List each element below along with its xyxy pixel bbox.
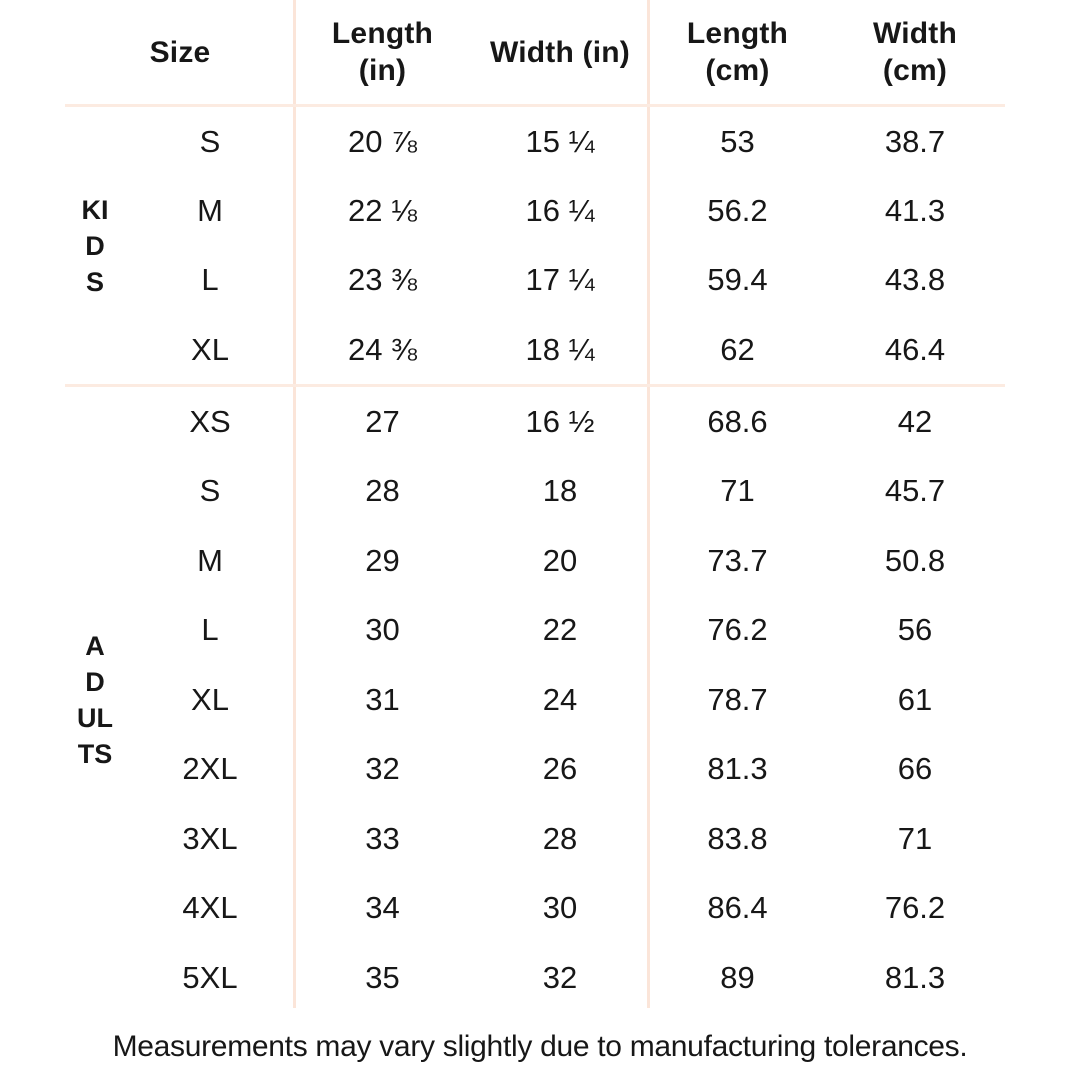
measurement-value: 41.3 (884, 192, 946, 228)
measurement-value: 15 ¼ (525, 123, 595, 159)
measurement-value: 28 (365, 473, 400, 509)
measurement-value: 81.3 (707, 751, 768, 787)
measurement-value: 30 (542, 890, 578, 926)
measurement-value: 66 (897, 751, 933, 787)
measurement-value: 62 (720, 331, 755, 367)
measurement-value: 20 (542, 542, 578, 578)
group-label-text: ADULTS (77, 630, 113, 769)
measurement-value: 43.8 (884, 262, 946, 298)
measurement-value: 26 (542, 751, 578, 787)
size-table: Size Length (in) Width (in) Length (cm) … (65, 0, 1005, 1013)
size-label: 3XL (182, 820, 238, 856)
size-label: L (201, 612, 219, 648)
measurement-value: 76.2 (707, 612, 768, 648)
measurement-value: 29 (365, 542, 400, 578)
vertical-divider-left (293, 0, 296, 1008)
measurement-value: 23 ⅜ (348, 262, 417, 298)
measurement-value: 42 (897, 403, 933, 439)
measurement-value: 24 (542, 681, 578, 717)
column-header-size: Size (149, 35, 211, 69)
size-label: XS (189, 403, 231, 439)
column-header-width-cm: Width (cm) (872, 17, 958, 87)
measurement-value: 83.8 (707, 820, 768, 856)
size-label: S (199, 473, 221, 509)
measurement-value: 53 (720, 123, 755, 159)
group-label-adults: ADULTS (65, 387, 125, 1013)
measurement-value: 20 ⅞ (348, 123, 417, 159)
column-header-width-in: Width (in) (489, 35, 630, 69)
measurement-value: 73.7 (707, 542, 768, 578)
measurement-value: 46.4 (884, 331, 946, 367)
measurement-value: 45.7 (884, 473, 946, 509)
vertical-divider-right (647, 0, 650, 1008)
measurement-value: 78.7 (707, 681, 768, 717)
table-header-row: Size Length (in) Width (in) Length (cm) … (65, 0, 1005, 107)
measurement-value: 32 (365, 751, 400, 787)
measurement-value: 33 (365, 820, 400, 856)
measurement-value: 56.2 (707, 192, 768, 228)
measurement-value: 22 ⅛ (348, 192, 417, 228)
measurement-value: 18 (542, 473, 578, 509)
size-label: XL (191, 331, 229, 367)
measurement-value: 18 ¼ (525, 331, 595, 367)
measurement-value: 16 ¼ (525, 192, 595, 228)
measurement-value: 22 (542, 612, 578, 648)
measurement-value: 38.7 (884, 123, 946, 159)
measurement-value: 86.4 (707, 890, 768, 926)
measurement-value: 76.2 (884, 890, 946, 926)
measurement-value: 50.8 (884, 542, 946, 578)
size-label: XL (191, 681, 229, 717)
measurement-value: 81.3 (884, 959, 946, 995)
measurement-value: 16 ½ (525, 403, 595, 439)
measurement-value: 24 ⅜ (348, 331, 417, 367)
group-label-text: KIDS (81, 194, 109, 297)
kids-section: KIDS S 20 ⅞ 15 ¼ 53 38.7 M 22 ⅛ 16 ¼ 56.2 41.3 L 23… (65, 107, 1005, 388)
measurement-value: 30 (365, 612, 400, 648)
measurement-value: 31 (365, 681, 400, 717)
column-header-length-in: Length (in) (331, 17, 434, 87)
size-label: 2XL (182, 751, 238, 787)
size-label: 4XL (182, 890, 238, 926)
size-label: S (199, 123, 221, 159)
size-label: L (201, 262, 219, 298)
measurement-value: 71 (720, 473, 755, 509)
adults-section: ADULTS XS 27 16 ½ 68.6 42 S 28 18 71 45.7 M 29 20 73.… (65, 387, 1005, 1013)
group-label-kids: KIDS (65, 107, 125, 384)
measurement-value: 56 (897, 612, 933, 648)
measurement-value: 17 ¼ (525, 262, 595, 298)
measurement-value: 32 (542, 959, 578, 995)
measurement-value: 34 (365, 890, 400, 926)
measurement-value: 35 (365, 959, 400, 995)
disclaimer-text: Measurements may vary slightly due to ma… (112, 1029, 968, 1063)
measurement-value: 28 (542, 820, 578, 856)
size-label: 5XL (182, 959, 238, 995)
measurement-value: 59.4 (707, 262, 768, 298)
size-label: M (197, 542, 223, 578)
size-label: M (197, 192, 223, 228)
measurement-value: 68.6 (707, 403, 768, 439)
measurement-value: 27 (365, 403, 400, 439)
measurement-value: 89 (720, 959, 755, 995)
measurement-value: 61 (897, 681, 933, 717)
measurement-value: 71 (897, 820, 933, 856)
column-header-length-cm: Length (cm) (686, 17, 789, 87)
